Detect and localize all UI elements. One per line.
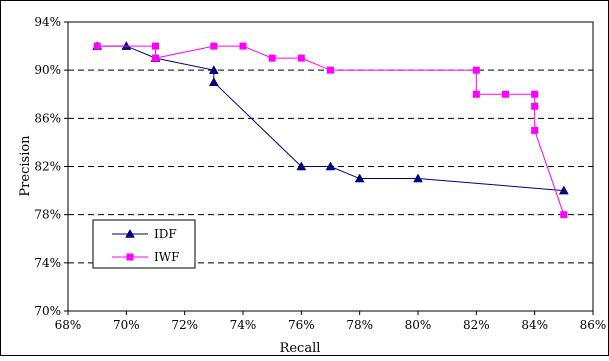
data-point-iwf [531,102,539,110]
x-tick-label: 68% [55,318,82,332]
legend-marker-idf [125,228,135,238]
data-point-iwf [560,211,568,219]
y-axis-title: Precision [18,135,33,197]
x-tick-label: 74% [230,318,257,332]
y-tick-label: 86% [34,111,61,125]
legend-label-iwf: IWF [154,250,179,264]
y-axis: 70% 74% 78% 82% 86% 90% 94% [34,15,68,318]
y-tick-label: 70% [34,304,61,318]
legend-box [92,219,196,269]
data-point-iwf [472,66,480,74]
series-iwf [93,42,568,219]
data-point-idf [208,65,219,74]
y-tick-label: 90% [34,63,61,77]
x-tick-label: 70% [113,318,140,332]
data-point-idf [208,77,219,86]
x-tick-label: 76% [288,318,315,332]
series-line-idf [97,45,564,192]
data-point-iwf [93,42,101,50]
legend: IDF IWF [92,219,196,269]
y-tick-label: 78% [34,208,61,222]
data-point-iwf [297,54,305,62]
y-tick-label: 74% [34,256,61,270]
data-point-iwf [152,54,159,62]
legend-label-idf: IDF [154,227,177,241]
data-point-iwf [531,90,539,98]
data-point-iwf [502,90,509,98]
x-axis-title: Recall [280,341,321,356]
data-point-iwf [210,42,218,50]
data-point-iwf [531,126,539,134]
x-tick-label: 86% [580,318,607,332]
data-point-idf [354,173,365,183]
data-point-iwf [472,90,480,98]
data-point-iwf [268,54,276,62]
data-point-iwf [239,42,247,50]
data-point-idf [296,161,307,171]
series-layer [92,41,569,219]
data-point-iwf [152,42,159,50]
x-tick-label: 72% [171,318,198,332]
data-point-idf [413,173,423,183]
legend-marker-iwf [126,253,134,261]
data-point-idf [558,185,569,195]
x-tick-label: 84% [521,318,548,332]
y-tick-label: 94% [34,15,61,29]
data-point-idf [325,161,336,171]
x-tick-label: 80% [405,318,432,332]
x-tick-label: 78% [346,318,373,332]
x-axis: 68% 70% 72% 74% 76% 78% 80% 82% 84% 86% [55,311,607,332]
data-point-iwf [327,66,334,74]
y-tick-label: 82% [34,160,61,174]
x-tick-label: 82% [463,318,490,332]
